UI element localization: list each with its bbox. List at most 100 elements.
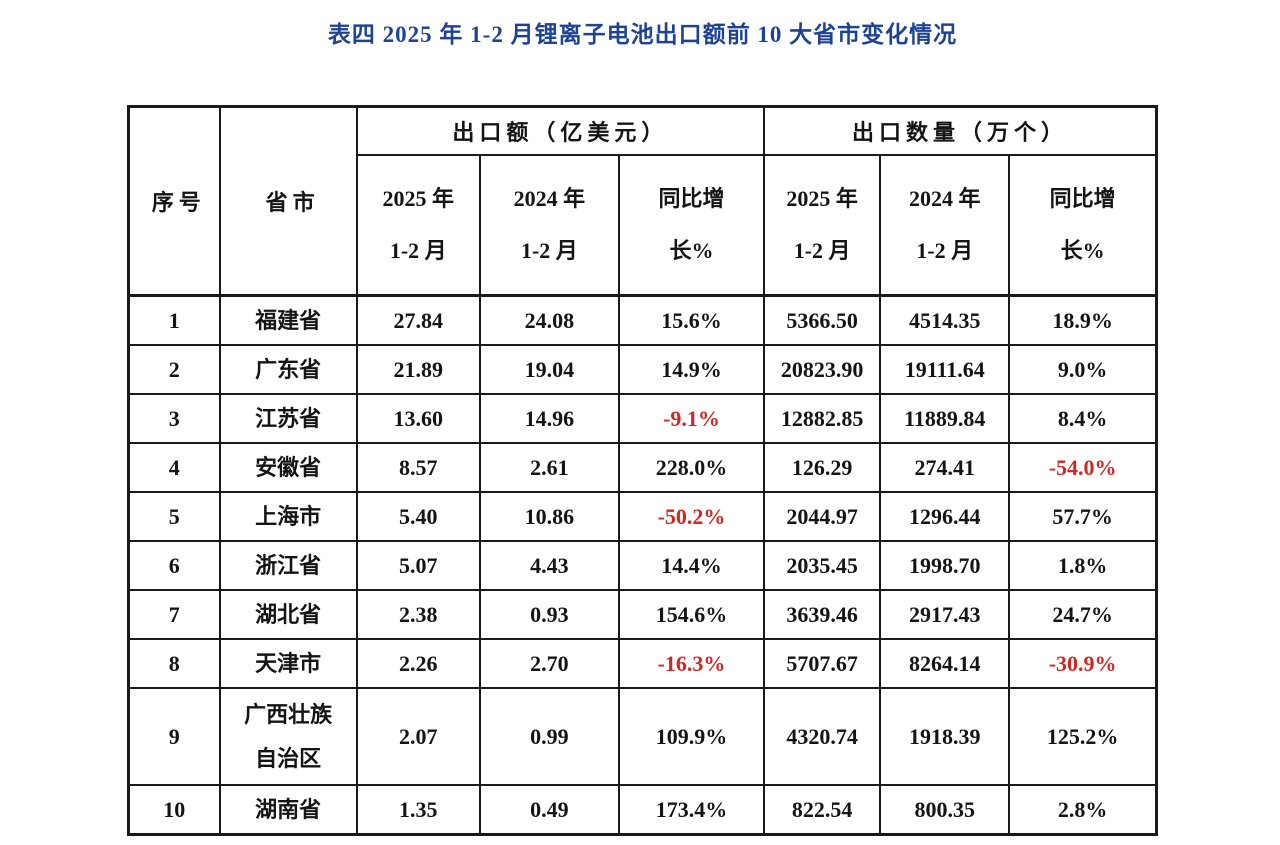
cell-amount-2025: 2.26 — [355, 638, 481, 689]
cell-qty-yoy: 125.2% — [1008, 687, 1158, 786]
sub-header-qty-yoy: 同比增 长% — [1008, 154, 1158, 297]
group-header-row: 序号 省市 出口额（亿美元） 出口数量（万个） — [127, 105, 1158, 297]
cell-qty-2025: 20823.90 — [763, 344, 882, 395]
cell-qty-yoy: 18.9% — [1008, 294, 1158, 346]
col-header-province: 省市 — [218, 105, 358, 297]
cell-amount-2025: 27.84 — [355, 294, 481, 346]
cell-amount-2024: 0.93 — [478, 589, 620, 640]
cell-qty-2025: 5707.67 — [763, 638, 882, 689]
cell-qty-2024: 1918.39 — [879, 687, 1011, 786]
cell-qty-2024: 11889.84 — [879, 393, 1011, 444]
table-body: 1 福建省 27.84 24.08 15.6% 5366.50 4514.35 … — [127, 294, 1158, 836]
cell-amount-2024: 4.43 — [478, 540, 620, 591]
cell-amount-yoy: 228.0% — [617, 442, 766, 493]
cell-amount-2025: 2.38 — [355, 589, 481, 640]
cell-province: 广东省 — [218, 344, 358, 395]
cell-qty-2024: 1296.44 — [879, 491, 1011, 542]
cell-qty-2025: 12882.85 — [763, 393, 882, 444]
cell-seq: 3 — [127, 393, 221, 444]
cell-amount-2025: 13.60 — [355, 393, 481, 444]
table-row: 9 广西壮族 自治区 2.07 0.99 109.9% 4320.74 1918.… — [127, 687, 1158, 786]
group-header-export-quantity: 出口数量（万个） — [763, 105, 1158, 156]
cell-seq: 1 — [127, 294, 221, 346]
cell-amount-yoy: 173.4% — [617, 784, 766, 836]
cell-amount-yoy: 154.6% — [617, 589, 766, 640]
cell-qty-2025: 126.29 — [763, 442, 882, 493]
cell-amount-2024: 10.86 — [478, 491, 620, 542]
table-title: 表四 2025 年 1-2 月锂离子电池出口额前 10 大省市变化情况 — [327, 22, 958, 47]
cell-province: 江苏省 — [218, 393, 358, 444]
cell-qty-2025: 4320.74 — [763, 687, 882, 786]
group-header-export-value: 出口额（亿美元） — [355, 105, 766, 156]
cell-amount-2024: 2.70 — [478, 638, 620, 689]
cell-qty-2025: 822.54 — [763, 784, 882, 836]
cell-amount-2025: 5.07 — [355, 540, 481, 591]
cell-qty-yoy: 1.8% — [1008, 540, 1158, 591]
table-row: 5 上海市 5.40 10.86 -50.2% 2044.97 1296.44 … — [127, 491, 1158, 542]
cell-qty-2025: 2035.45 — [763, 540, 882, 591]
cell-qty-yoy: 2.8% — [1008, 784, 1158, 836]
cell-amount-2025: 5.40 — [355, 491, 481, 542]
cell-amount-2025: 8.57 — [355, 442, 481, 493]
export-table: 序号 省市 出口额（亿美元） 出口数量（万个） 2025 年 1-2 月 2024… — [127, 105, 1158, 836]
cell-amount-yoy: 15.6% — [617, 294, 766, 346]
cell-amount-2024: 2.61 — [478, 442, 620, 493]
cell-amount-2025: 21.89 — [355, 344, 481, 395]
cell-seq: 9 — [127, 687, 221, 786]
cell-province: 浙江省 — [218, 540, 358, 591]
cell-province: 天津市 — [218, 638, 358, 689]
cell-province: 福建省 — [218, 294, 358, 346]
cell-amount-yoy: 109.9% — [617, 687, 766, 786]
table-row: 7 湖北省 2.38 0.93 154.6% 3639.46 2917.43 2… — [127, 589, 1158, 640]
table-row: 10 湖南省 1.35 0.49 173.4% 822.54 800.35 2.… — [127, 784, 1158, 836]
cell-qty-2025: 5366.50 — [763, 294, 882, 346]
table-row: 6 浙江省 5.07 4.43 14.4% 2035.45 1998.70 1.… — [127, 540, 1158, 591]
cell-amount-2024: 0.99 — [478, 687, 620, 786]
sub-header-amount-yoy: 同比增 长% — [617, 154, 766, 297]
cell-seq: 2 — [127, 344, 221, 395]
cell-qty-2024: 2917.43 — [879, 589, 1011, 640]
cell-qty-yoy: -54.0% — [1008, 442, 1158, 493]
cell-amount-2024: 19.04 — [478, 344, 620, 395]
table-row: 4 安徽省 8.57 2.61 228.0% 126.29 274.41 -54… — [127, 442, 1158, 493]
sub-header-amount-2024: 2024 年 1-2 月 — [478, 154, 620, 297]
cell-qty-yoy: 24.7% — [1008, 589, 1158, 640]
cell-seq: 10 — [127, 784, 221, 836]
sub-header-qty-2024: 2024 年 1-2 月 — [879, 154, 1011, 297]
cell-qty-2024: 800.35 — [879, 784, 1011, 836]
sub-header-qty-2025: 2025 年 1-2 月 — [763, 154, 882, 297]
cell-qty-2024: 4514.35 — [879, 294, 1011, 346]
cell-seq: 6 — [127, 540, 221, 591]
cell-amount-yoy: -16.3% — [617, 638, 766, 689]
table-row: 8 天津市 2.26 2.70 -16.3% 5707.67 8264.14 -… — [127, 638, 1158, 689]
table-header: 序号 省市 出口额（亿美元） 出口数量（万个） 2025 年 1-2 月 2024… — [127, 105, 1158, 297]
cell-qty-yoy: 57.7% — [1008, 491, 1158, 542]
cell-seq: 8 — [127, 638, 221, 689]
cell-amount-yoy: 14.4% — [617, 540, 766, 591]
cell-qty-2025: 2044.97 — [763, 491, 882, 542]
cell-qty-yoy: 9.0% — [1008, 344, 1158, 395]
sub-header-row: 2025 年 1-2 月 2024 年 1-2 月 同比增 长% 2025 年 1-2 … — [129, 154, 1158, 297]
cell-province: 上海市 — [218, 491, 358, 542]
cell-province: 广西壮族 自治区 — [218, 687, 358, 786]
table-row: 1 福建省 27.84 24.08 15.6% 5366.50 4514.35 … — [127, 294, 1158, 346]
cell-qty-2025: 3639.46 — [763, 589, 882, 640]
table-row: 3 江苏省 13.60 14.96 -9.1% 12882.85 11889.8… — [127, 393, 1158, 444]
table-row: 2 广东省 21.89 19.04 14.9% 20823.90 19111.6… — [127, 344, 1158, 395]
cell-seq: 4 — [127, 442, 221, 493]
cell-amount-yoy: -9.1% — [617, 393, 766, 444]
cell-amount-2024: 0.49 — [478, 784, 620, 836]
sub-header-amount-2025: 2025 年 1-2 月 — [355, 154, 481, 297]
cell-seq: 5 — [127, 491, 221, 542]
cell-qty-2024: 1998.70 — [879, 540, 1011, 591]
cell-amount-2025: 2.07 — [355, 687, 481, 786]
cell-qty-2024: 8264.14 — [879, 638, 1011, 689]
cell-seq: 7 — [127, 589, 221, 640]
col-header-seq: 序号 — [127, 105, 221, 297]
cell-qty-yoy: -30.9% — [1008, 638, 1158, 689]
cell-province: 湖南省 — [218, 784, 358, 836]
cell-qty-2024: 19111.64 — [879, 344, 1011, 395]
cell-province: 安徽省 — [218, 442, 358, 493]
cell-qty-yoy: 8.4% — [1008, 393, 1158, 444]
